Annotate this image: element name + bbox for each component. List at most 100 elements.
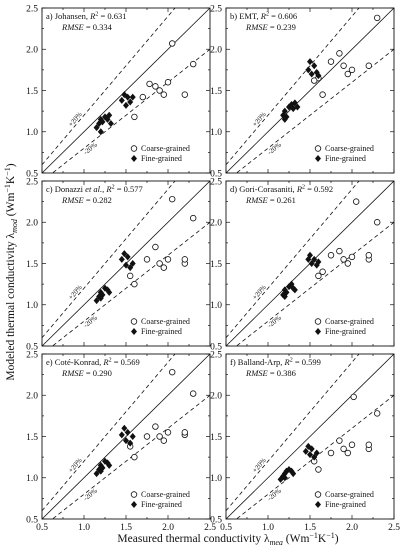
x-axis-title-unit: (Wm [283,533,310,545]
x-axis-title: Measured thermal conductivity λmea (Wm−1… [117,531,338,547]
fine-point [290,470,297,478]
legend-coarse-marker [314,491,322,498]
legend-coarse-marker [130,491,138,498]
fine-point [121,250,128,258]
fine-point [307,58,313,66]
x-tick-label: 2.5 [204,523,216,533]
panel-title-label: b) EMT, [230,11,261,21]
coarse-point [139,93,146,101]
fine-point [123,261,129,269]
ticks [41,7,211,174]
x-axis-title-sup2: −1 [326,531,335,540]
fine-point [302,447,309,455]
ticks [225,353,395,520]
legend-fine-marker [131,501,137,508]
coarse-point [336,247,343,255]
coarse-point [340,445,347,453]
coarse-point [374,219,381,226]
reference-lines [226,354,394,519]
fine-point [311,62,318,70]
coarse-point [189,214,197,222]
panel-title: e) Coté-Konrad, R2 = 0.569 [46,357,140,367]
x-axis-title-mid: K [318,533,327,545]
coarse-point [348,253,356,261]
legend-fine-label: Fine-grained [325,154,366,163]
y-tick-label: 1.5 [26,87,38,97]
coarse-point [168,195,176,203]
fine-point [93,124,100,132]
coarse-point [344,70,351,78]
fine-point [127,264,134,272]
fine-point [118,255,125,263]
plus-20-line [226,181,360,339]
x-tick-label: 1.5 [120,523,132,533]
y-tick-label: 1.5 [26,433,38,443]
fine-point [281,474,288,482]
coarse-point [131,280,138,288]
coarse-point [344,260,351,267]
panel-title: d) Gori-Corasaniti, R2 = 0.592 [230,184,333,194]
minus-20-line [235,221,394,346]
panel-title-label: e) Coté-Konrad, [46,357,103,367]
minus-20-label: -20% [82,487,99,503]
y-tick-label: 1.5 [210,433,222,443]
y-tick-label: 2.0 [210,46,222,56]
legend-fine-marker [131,328,137,335]
y-tick-label: 1.0 [26,128,38,138]
fine-point [308,260,315,267]
coarse-point [156,260,163,267]
coarse-point [353,198,360,205]
r2-symbol: R [89,11,96,21]
coarse-point [160,91,167,98]
panel-f: +20%-20%0.51.01.52.02.50.5 1.0 1.5 2.0 2.5f)… [210,350,400,533]
coarse-point [350,393,357,401]
ticks [41,180,211,347]
legend-coarse-label: Coarse-grained [325,317,374,326]
legend-coarse-label: Coarse-grained [325,144,374,153]
panels: +20%-20%0.51.01.52.02.5a) Johansen, R2 =… [26,4,400,533]
rmse-symbol: RMSE [61,195,85,205]
fine-point [124,428,131,436]
rmse-symbol: RMSE [245,22,269,32]
y-tick-label: 2.0 [210,392,222,402]
minus-20-label: -20% [82,314,99,330]
coarse-point [340,62,347,69]
rmse-value: = 0.334 [84,22,113,32]
fine-point [281,293,288,300]
fine-point [121,424,128,432]
y-axis-title-main: Modeled thermal conductivity λ [5,232,17,380]
fine-point [118,431,125,439]
coarse-point [315,466,322,473]
one-to-one-line [226,8,394,173]
fine-point [127,439,134,447]
coarse-point [336,50,343,57]
y-axis-title-mid: K [5,175,17,184]
legend-fine-marker [315,155,321,162]
fine-point [97,294,104,302]
y-tick-label: 2.5 [26,350,38,360]
coarse-point [336,437,343,444]
coarse-point [146,80,153,88]
y-tick-label: 0.5 [210,342,222,352]
panel-title: a) Johansen, R2 = 0.631 [46,11,127,21]
fine-point [305,66,312,74]
coarse-point [164,256,172,263]
fine-point [291,99,298,107]
coarse-grained-series [311,393,381,473]
x-tick-label: 1.0 [262,523,274,533]
one-to-one-line [42,354,210,519]
coarse-point [168,368,176,376]
coarse-point [168,40,176,47]
fine-point [106,461,113,469]
legend-coarse-marker [130,318,138,325]
y-axis-title-sup1: −1 [3,184,12,193]
coarse-point [327,449,335,457]
fine-grained-series [280,58,322,123]
rmse-line: RMSE = 0.386 [245,368,296,378]
r2-superscript: 2 [109,358,112,364]
y-tick-label: 0.5 [26,342,38,352]
fine-point [118,96,125,104]
minus-20-line [235,48,394,173]
